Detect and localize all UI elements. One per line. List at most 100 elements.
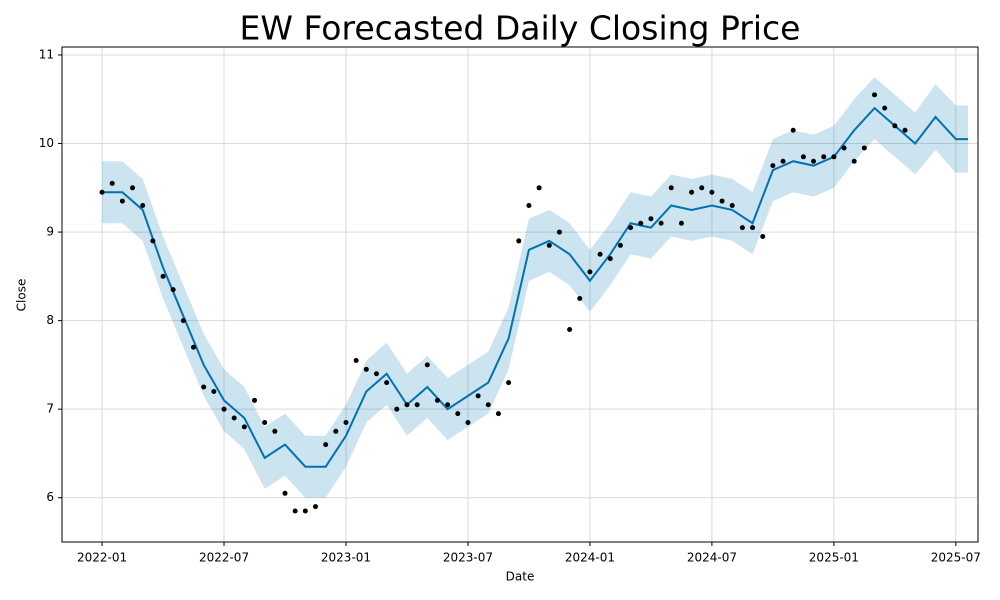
observed-point	[99, 189, 105, 195]
observed-point	[475, 393, 481, 399]
x-tick-label: 2024-01	[565, 551, 615, 565]
observed-point	[180, 318, 186, 324]
observed-point	[252, 397, 258, 403]
uncertainty-band	[102, 77, 969, 498]
observed-point	[434, 397, 440, 403]
observed-point	[333, 428, 339, 434]
observed-point	[872, 92, 878, 98]
observed-point	[556, 229, 562, 235]
observed-point	[648, 216, 654, 222]
observed-point	[282, 490, 288, 496]
y-tick-label: 7	[46, 402, 54, 416]
observed-point	[739, 225, 745, 231]
x-axis-label: Date	[506, 570, 535, 584]
observed-point	[516, 238, 522, 244]
observed-point	[130, 185, 136, 191]
observed-point	[902, 127, 908, 133]
observed-point	[780, 158, 786, 164]
y-tick-label: 6	[46, 490, 54, 504]
observed-point	[170, 287, 176, 293]
observed-point	[628, 225, 634, 231]
observed-point	[821, 154, 827, 160]
observed-point	[668, 185, 674, 191]
observed-point	[323, 442, 329, 448]
observed-point	[882, 105, 888, 111]
observed-point	[445, 402, 451, 408]
observed-point	[211, 388, 217, 394]
y-tick-label: 8	[46, 313, 54, 327]
observed-point	[811, 158, 817, 164]
observed-point	[760, 233, 766, 239]
observed-point	[577, 295, 583, 301]
x-tick-label: 2022-01	[77, 551, 127, 565]
observed-point	[617, 242, 623, 248]
observed-point	[861, 145, 867, 151]
observed-point	[729, 203, 735, 209]
observed-point	[709, 189, 715, 195]
observed-point	[150, 238, 156, 244]
x-tick-label: 2025-07	[931, 551, 981, 565]
y-tick-label: 11	[39, 47, 54, 61]
observed-point	[699, 185, 705, 191]
observed-point	[770, 163, 776, 169]
observed-point	[506, 380, 512, 386]
observed-point	[536, 185, 542, 191]
observed-point	[119, 198, 125, 204]
observed-point	[800, 154, 806, 160]
observed-point	[160, 273, 166, 279]
x-tick-label: 2025-01	[809, 551, 859, 565]
observed-point	[373, 371, 379, 377]
observed-point	[343, 419, 349, 425]
y-tick-label: 9	[46, 225, 54, 239]
y-tick-label: 10	[39, 136, 54, 150]
observed-point	[262, 419, 268, 425]
x-tick-label: 2023-01	[321, 551, 371, 565]
observed-point	[394, 406, 400, 412]
observed-point	[221, 406, 227, 412]
observed-point	[567, 326, 573, 332]
observed-point	[546, 242, 552, 248]
observed-point	[465, 419, 471, 425]
observed-point	[485, 402, 491, 408]
observed-point	[892, 123, 898, 129]
observed-point	[851, 158, 857, 164]
observed-point	[292, 508, 298, 514]
observed-point	[384, 380, 390, 386]
observed-point	[790, 127, 796, 133]
observed-point	[404, 402, 410, 408]
observed-point	[302, 508, 308, 514]
x-tick-label: 2022-07	[199, 551, 249, 565]
observed-point	[495, 411, 501, 417]
observed-point	[638, 220, 644, 226]
observed-point	[841, 145, 847, 151]
observed-point	[689, 189, 695, 195]
observed-point	[353, 357, 359, 363]
observed-point	[597, 251, 603, 257]
observed-point	[587, 269, 593, 275]
observed-point	[414, 402, 420, 408]
observed-point	[231, 415, 237, 421]
observed-point	[658, 220, 664, 226]
plot-frame	[61, 46, 979, 543]
observed-point	[140, 203, 146, 209]
observed-point	[191, 344, 197, 350]
observed-point	[312, 504, 318, 510]
observed-point	[526, 203, 532, 209]
observed-point	[201, 384, 207, 390]
observed-point	[455, 411, 461, 417]
observed-point	[424, 362, 430, 368]
x-tick-label: 2023-07	[443, 551, 493, 565]
y-axis-label: Close	[15, 279, 29, 312]
observed-point	[719, 198, 725, 204]
observed-point	[241, 424, 247, 430]
observed-point	[607, 256, 613, 262]
observed-point	[678, 220, 684, 226]
forecast-line	[102, 106, 969, 468]
observed-point	[750, 225, 756, 231]
observed-point	[831, 154, 837, 160]
observed-point	[272, 428, 278, 434]
observed-point	[109, 180, 115, 186]
x-tick-label: 2024-07	[687, 551, 737, 565]
chart-title: EW Forecasted Daily Closing Price	[240, 9, 801, 48]
